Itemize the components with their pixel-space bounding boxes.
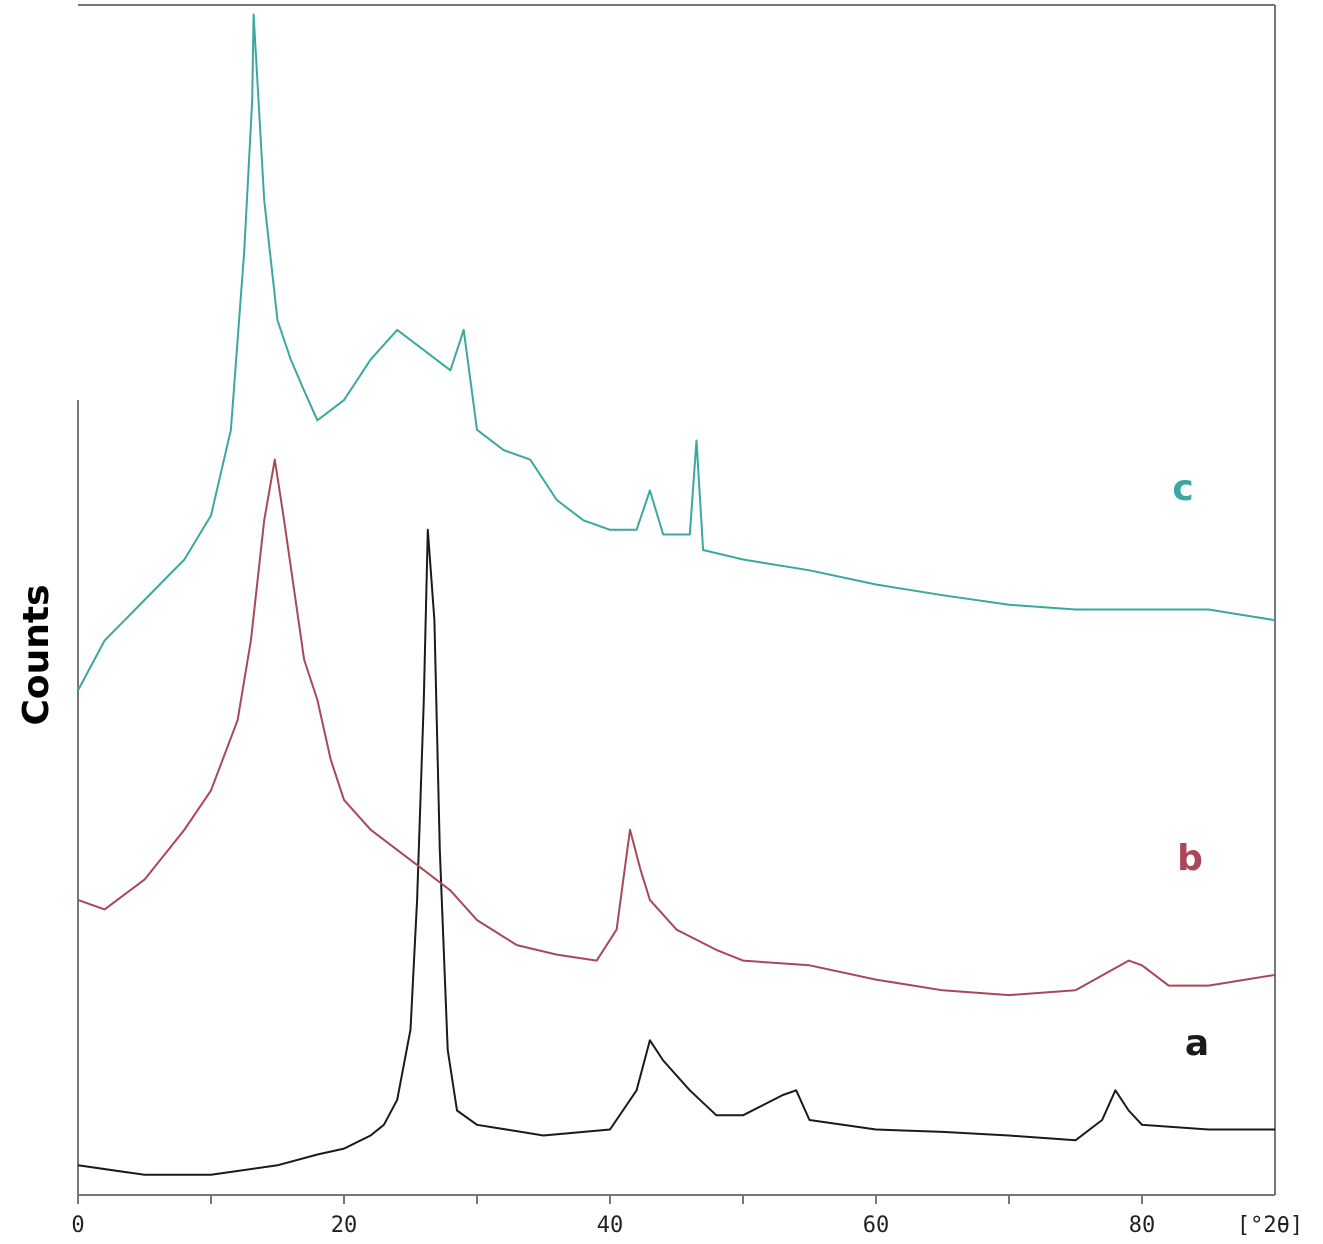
x-tick-label: 80 bbox=[1129, 1213, 1156, 1238]
y-axis-title: Counts bbox=[16, 584, 57, 725]
x-tick-label: 20 bbox=[331, 1213, 358, 1238]
series-line bbox=[77, 13, 1276, 691]
series-line bbox=[77, 458, 1276, 997]
series-label: a bbox=[1185, 1023, 1209, 1064]
x-tick-label: 40 bbox=[597, 1213, 624, 1238]
series-line bbox=[77, 528, 1275, 1176]
x-axis-title: [°2θ] bbox=[1237, 1213, 1303, 1238]
series-label: b bbox=[1177, 838, 1203, 879]
frame bbox=[77, 4, 1276, 1196]
x-tick-label: 60 bbox=[863, 1213, 890, 1238]
x-tick-label: 0 bbox=[71, 1213, 84, 1238]
series-label: c bbox=[1172, 468, 1193, 509]
